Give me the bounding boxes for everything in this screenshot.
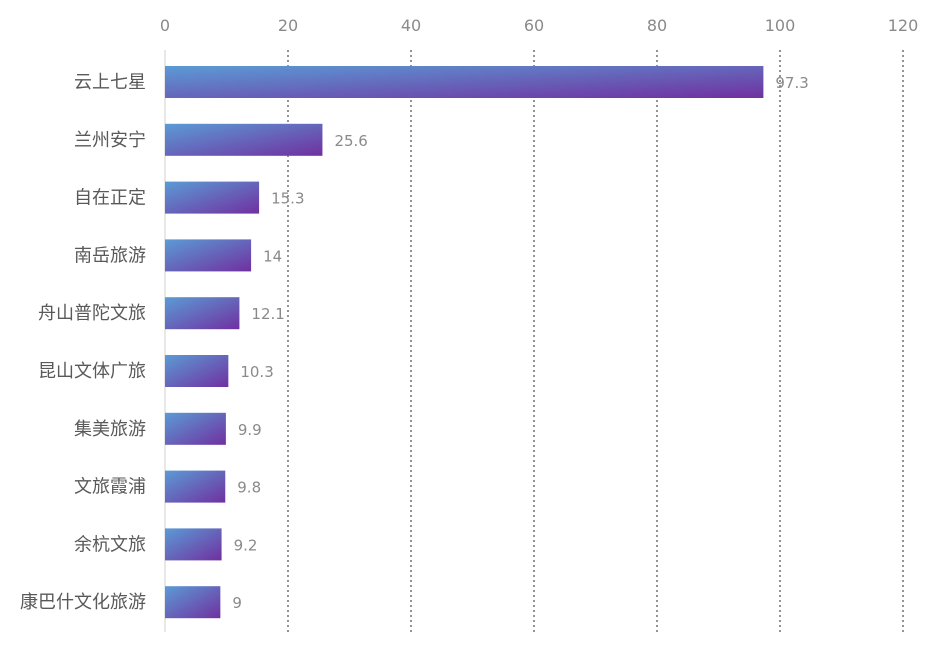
- x-tick-label: 20: [278, 16, 298, 35]
- bar: [165, 470, 226, 503]
- category-label: 兰州安宁: [74, 130, 146, 151]
- data-label: 9: [232, 594, 242, 612]
- bar: [165, 528, 222, 561]
- category-label: 南岳旅游: [74, 245, 146, 266]
- data-label: 25.6: [334, 132, 367, 150]
- bars: [165, 66, 764, 619]
- bar: [165, 239, 252, 272]
- data-label: 10.3: [240, 363, 273, 381]
- data-label: 15.3: [271, 190, 304, 208]
- x-tick-label: 40: [401, 16, 421, 35]
- category-label: 文旅霞浦: [74, 477, 146, 498]
- category-label: 康巴什文化旅游: [20, 592, 146, 613]
- bar: [165, 123, 323, 156]
- x-axis-ticks: 0 20 40 60 80 100 120: [160, 16, 918, 35]
- category-labels: 云上七星兰州安宁自在正定南岳旅游舟山普陀文旅昆山文体广旅集美旅游文旅霞浦余杭文旅…: [20, 72, 146, 613]
- category-label: 云上七星: [74, 72, 146, 93]
- data-label: 9.9: [238, 421, 262, 439]
- x-tick-label: 100: [765, 16, 796, 35]
- data-labels: 97.3 25.6 15.3 14 12.1 10.3 9.9 9.8 9.2 9: [232, 74, 808, 612]
- category-label: 自在正定: [74, 188, 146, 209]
- category-label: 集美旅游: [74, 419, 146, 440]
- data-label: 9.8: [237, 479, 261, 497]
- category-label: 舟山普陀文旅: [38, 303, 146, 324]
- bar: [165, 297, 240, 330]
- x-tick-label: 0: [160, 16, 170, 35]
- gridlines: [287, 50, 904, 632]
- bar: [165, 355, 229, 387]
- data-label: 12.1: [251, 305, 284, 323]
- bar: [165, 181, 260, 214]
- x-tick-label: 60: [524, 16, 544, 35]
- bar: [165, 586, 221, 619]
- data-label: 14: [263, 247, 282, 265]
- x-tick-label: 120: [888, 16, 919, 35]
- x-tick-label: 80: [647, 16, 667, 35]
- category-label: 昆山文体广旅: [38, 361, 146, 382]
- bar: [165, 66, 764, 98]
- bar: [165, 412, 226, 445]
- data-label: 9.2: [234, 536, 258, 554]
- data-label: 97.3: [775, 74, 808, 92]
- category-label: 余杭文旅: [74, 534, 146, 555]
